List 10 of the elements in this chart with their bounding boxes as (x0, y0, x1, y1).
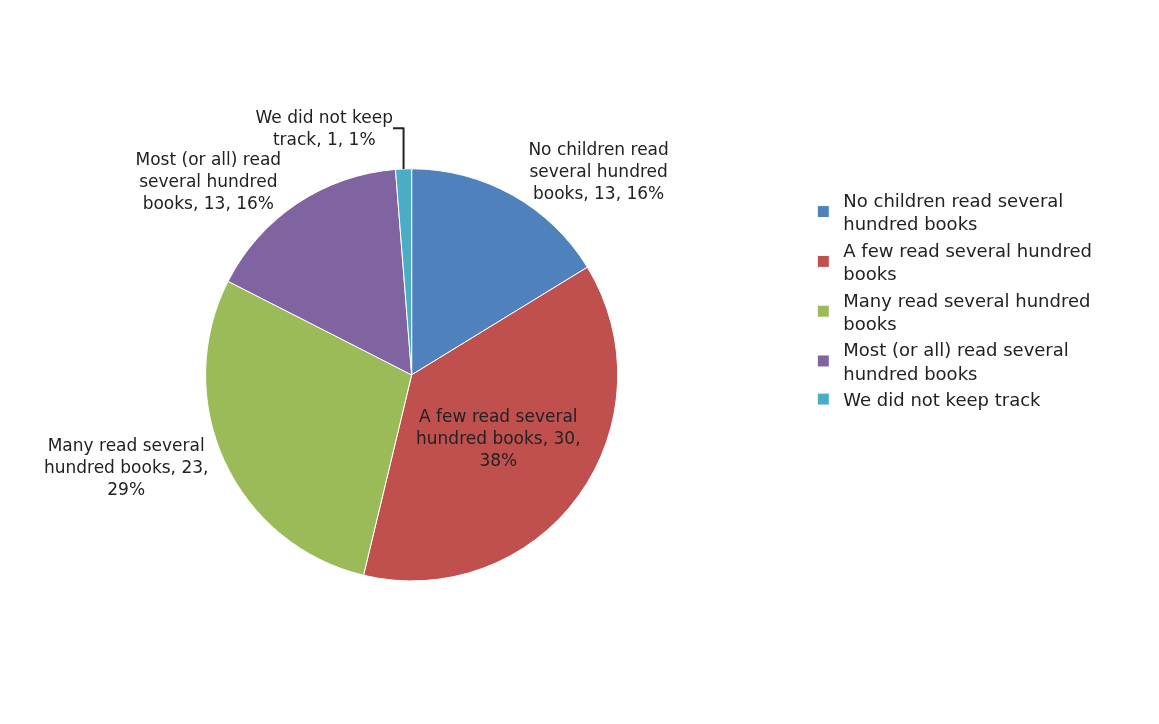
data-label: We did not keep track, 1, 1% (255, 107, 394, 150)
legend-label: A few read several hundred books (843, 239, 1092, 285)
data-label: Most (or all) read several hundred books, 13, 16% (135, 149, 282, 214)
legend-label: We did not keep track (843, 389, 1042, 411)
data-label: No children read several hundred books, 13, 16% (528, 138, 669, 203)
legend-label: Most (or all) read several hundred books (843, 339, 1069, 384)
data-label: Many read several hundred books, 23, 29% (43, 434, 209, 499)
legend-label: Many read several hundred books (843, 289, 1091, 334)
legend-label: No children read several hundred books (843, 189, 1064, 235)
data-label: A few read several hundred books, 30, 38% (416, 405, 581, 470)
